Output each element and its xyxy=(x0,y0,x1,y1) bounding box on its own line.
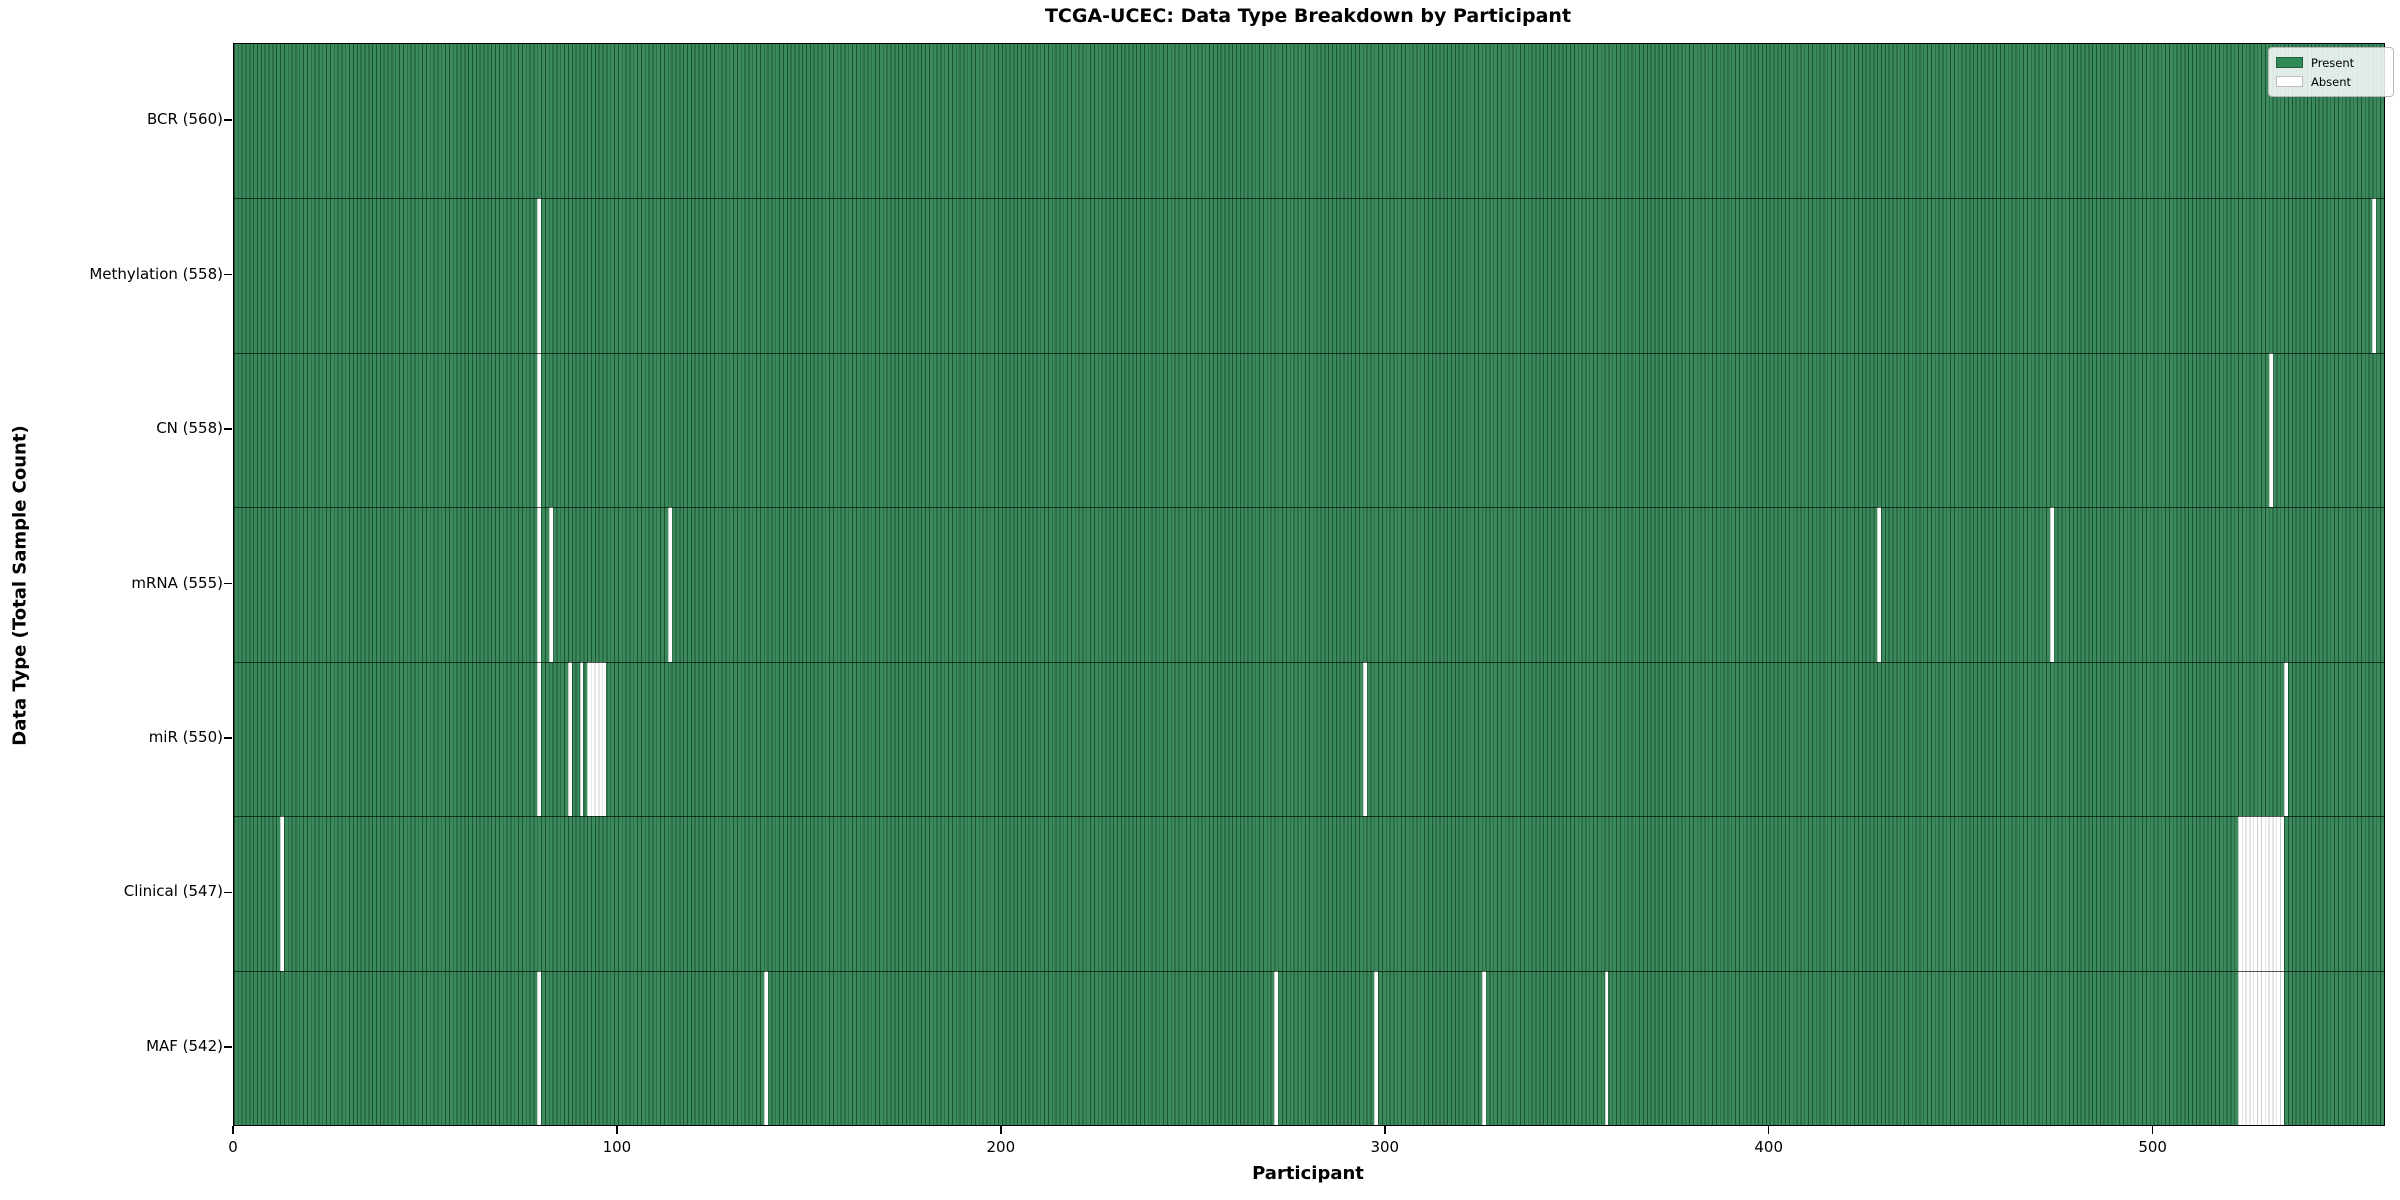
ytick-label-clinical: Clinical (547) xyxy=(123,882,223,901)
absent-stripe xyxy=(537,661,542,817)
row-boundary xyxy=(234,816,2384,818)
absent-stripe xyxy=(568,661,572,817)
ytick-mark xyxy=(224,273,232,276)
x-axis-label: Participant xyxy=(1252,1163,1364,1184)
absent-stripe xyxy=(280,816,284,971)
chart-title: TCGA-UCEC: Data Type Breakdown by Partic… xyxy=(1044,5,1572,27)
absent-stripe xyxy=(537,970,542,1125)
ytick-label-methylation: Methylation (558) xyxy=(89,264,223,283)
absent-stripe xyxy=(667,507,672,662)
absent-stripe xyxy=(2049,507,2054,662)
absent-stripe xyxy=(763,970,768,1125)
xtick-mark xyxy=(1000,1125,1002,1134)
legend-entry-absent: Absent xyxy=(2276,72,2386,91)
legend-entry-present: Present xyxy=(2276,53,2386,72)
legend-label-present: Present xyxy=(2311,55,2355,70)
xtick-label-300: 300 xyxy=(1370,1138,1400,1156)
row-bcr xyxy=(234,44,2384,199)
row-mir xyxy=(234,661,2384,817)
ytick-label-mir: miR (550) xyxy=(148,727,223,746)
row-methylation xyxy=(234,198,2384,353)
absent-stripe xyxy=(1481,970,1486,1125)
xtick-mark xyxy=(616,1125,618,1134)
ytick-mark xyxy=(224,582,232,585)
absent-stripe xyxy=(579,661,584,817)
xtick-label-500: 500 xyxy=(2138,1138,2167,1156)
ytick-mark xyxy=(224,1046,232,1048)
absent-stripe xyxy=(2268,352,2273,508)
absent-stripe xyxy=(1604,970,1609,1125)
absent-stripe xyxy=(1877,507,1882,662)
plot-area xyxy=(233,43,2385,1126)
ytick-mark xyxy=(224,737,232,739)
absent-stripe xyxy=(2238,970,2285,1125)
present-swatch-icon xyxy=(2276,57,2303,68)
absent-stripe xyxy=(537,352,542,508)
ytick-mark xyxy=(224,891,232,894)
absent-stripe xyxy=(1274,970,1279,1125)
xtick-label-200: 200 xyxy=(986,1138,1016,1156)
ytick-mark xyxy=(224,428,232,430)
xtick-label-0: 0 xyxy=(228,1138,238,1156)
ytick-label-maf: MAF (542) xyxy=(146,1036,223,1055)
ytick-label-bcr: BCR (560) xyxy=(146,110,223,129)
absent-stripe xyxy=(537,507,542,662)
row-boundary xyxy=(234,661,2384,663)
ytick-mark xyxy=(224,119,232,121)
legend-label-absent: Absent xyxy=(2311,74,2352,89)
row-clinical xyxy=(234,816,2384,971)
row-boundary xyxy=(234,352,2384,354)
row-maf xyxy=(234,970,2384,1125)
xtick-label-100: 100 xyxy=(602,1138,632,1156)
row-boundary xyxy=(234,507,2384,509)
absent-stripe xyxy=(1374,970,1379,1125)
absent-stripe xyxy=(2284,661,2288,817)
absent-stripe xyxy=(587,661,607,817)
xtick-mark xyxy=(1384,1125,1386,1134)
legend: Present Absent xyxy=(2268,47,2394,97)
absent-stripe xyxy=(2372,198,2377,353)
absent-stripe xyxy=(1362,661,1367,817)
row-mrna xyxy=(234,507,2384,662)
xtick-mark xyxy=(2151,1125,2154,1134)
absent-swatch-icon xyxy=(2276,76,2303,87)
absent-stripe xyxy=(2238,816,2285,971)
row-boundary xyxy=(234,970,2384,972)
xtick-label-400: 400 xyxy=(1754,1138,1784,1156)
xtick-mark xyxy=(232,1125,234,1134)
ytick-label-cn: CN (558) xyxy=(156,419,223,438)
row-cn xyxy=(234,352,2384,508)
absent-stripe xyxy=(537,198,542,353)
absent-stripe xyxy=(548,507,553,662)
xtick-mark xyxy=(1767,1125,1770,1134)
ytick-label-mrna: mRNA (555) xyxy=(131,573,223,592)
row-boundary xyxy=(234,198,2384,200)
